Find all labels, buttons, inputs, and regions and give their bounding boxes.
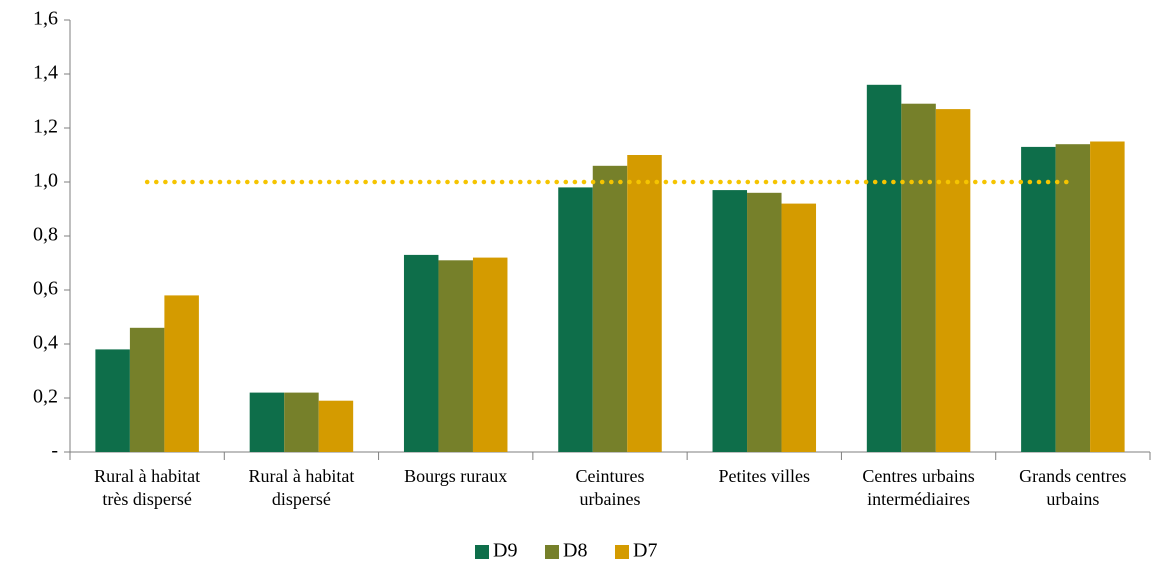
bar bbox=[712, 190, 748, 452]
x-tick-label: Ceintures urbaines bbox=[576, 466, 645, 509]
bar bbox=[592, 165, 628, 453]
bar bbox=[747, 192, 782, 453]
legend-label: D7 bbox=[633, 540, 657, 562]
legend-label: D9 bbox=[493, 540, 517, 562]
bar bbox=[1090, 141, 1125, 452]
legend-swatch bbox=[615, 545, 629, 559]
y-tick-label: 0,8 bbox=[33, 224, 58, 246]
y-tick-label: 1,2 bbox=[33, 116, 58, 138]
bar bbox=[403, 254, 439, 452]
bar bbox=[164, 295, 199, 452]
bar bbox=[318, 400, 354, 452]
x-tick-label: Grands centres urbains bbox=[1019, 466, 1126, 509]
bar bbox=[781, 203, 817, 452]
x-tick-label: Bourgs ruraux bbox=[404, 466, 507, 486]
bar bbox=[627, 155, 662, 452]
bar bbox=[558, 187, 593, 452]
bar bbox=[129, 327, 165, 452]
bar bbox=[472, 257, 508, 452]
y-tick-label: 1,0 bbox=[33, 170, 58, 192]
x-tick-label: Centres urbains intermédiaires bbox=[862, 466, 974, 509]
y-tick-label: - bbox=[51, 440, 58, 462]
bar bbox=[866, 84, 902, 453]
bar bbox=[249, 392, 285, 452]
bar bbox=[284, 392, 319, 452]
bar bbox=[1055, 144, 1091, 452]
legend-swatch bbox=[475, 545, 489, 559]
bar bbox=[438, 260, 473, 452]
x-tick-label: Rural à habitat dispersé bbox=[248, 466, 354, 509]
y-tick-label: 1,4 bbox=[33, 62, 58, 84]
y-tick-label: 0,6 bbox=[33, 278, 58, 300]
bar bbox=[95, 349, 130, 452]
y-tick-label: 0,4 bbox=[33, 332, 58, 354]
x-tick-label: Petites villes bbox=[719, 466, 811, 486]
x-tick-label: Rural à habitat très dispersé bbox=[94, 466, 200, 509]
legend-swatch bbox=[545, 545, 559, 559]
bar bbox=[901, 103, 936, 452]
bar bbox=[1021, 146, 1056, 452]
legend-label: D8 bbox=[563, 540, 587, 562]
bar bbox=[935, 109, 971, 452]
y-tick-label: 1,6 bbox=[33, 8, 58, 30]
y-tick-label: 0,2 bbox=[33, 386, 58, 408]
